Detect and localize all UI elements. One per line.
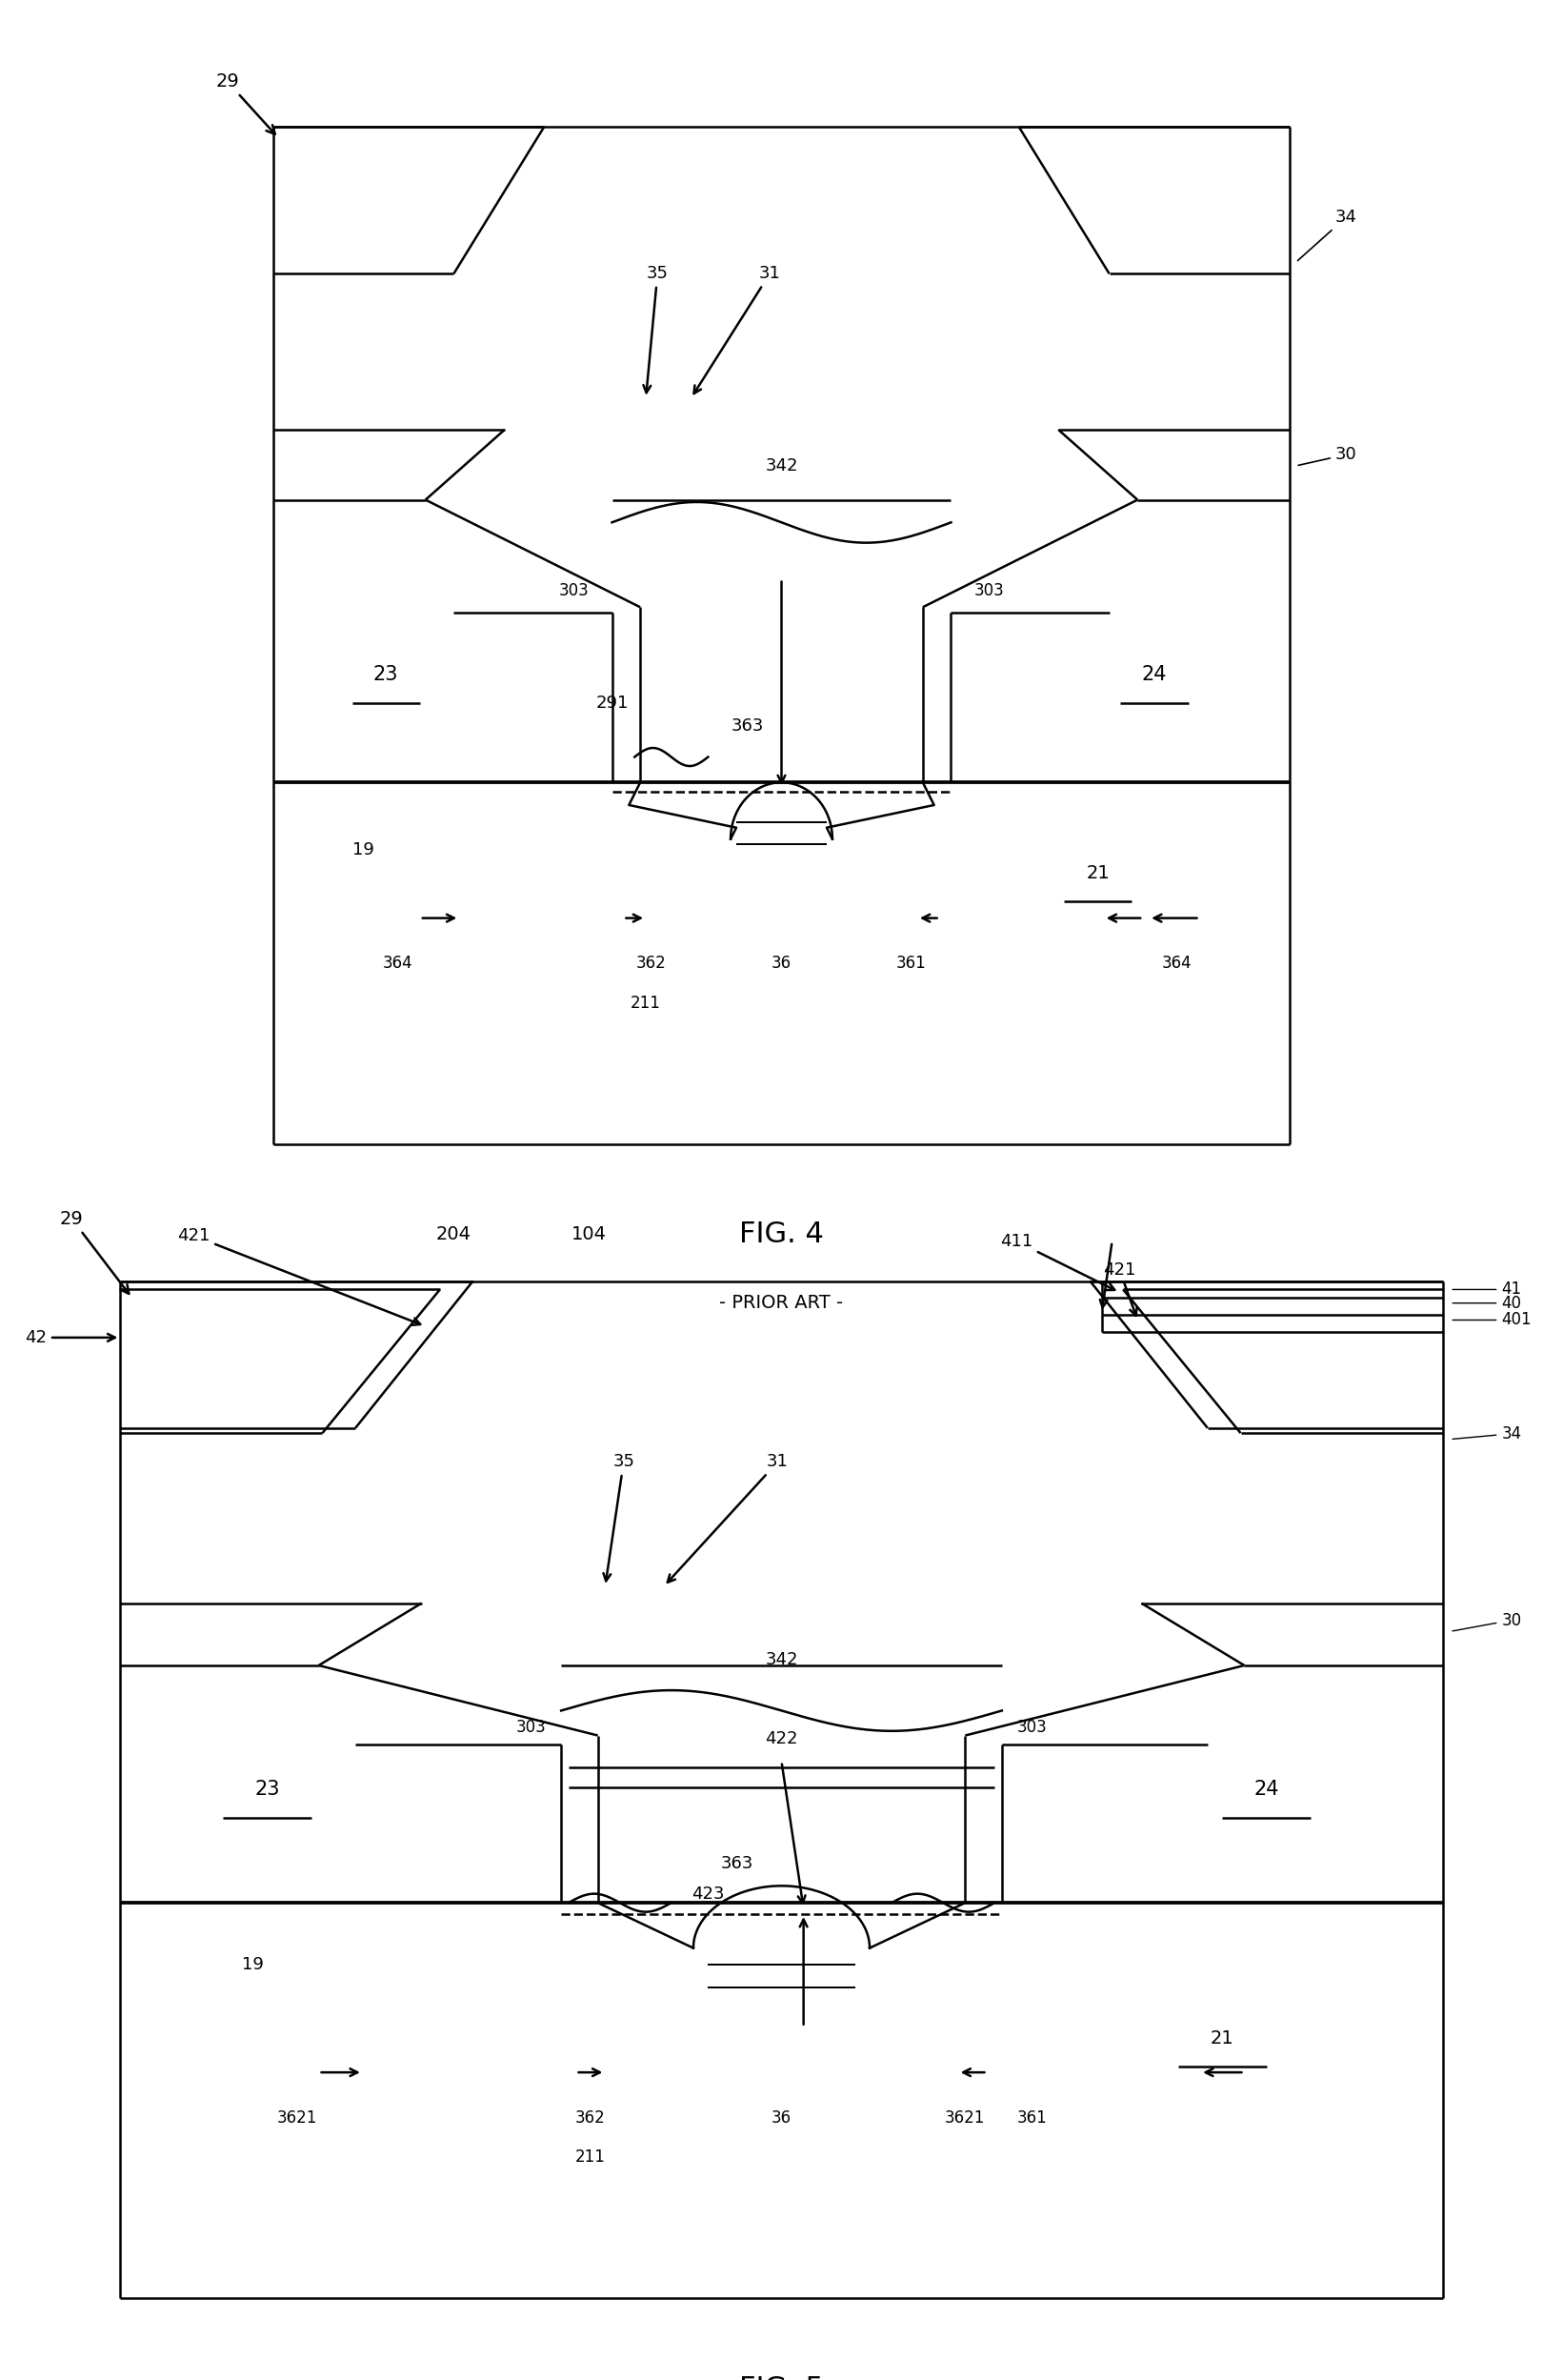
Text: 19: 19 bbox=[242, 1956, 264, 1973]
Text: 401: 401 bbox=[1452, 1311, 1532, 1328]
Text: 421: 421 bbox=[1103, 1261, 1136, 1316]
Text: 23: 23 bbox=[255, 1780, 280, 1799]
Text: 35: 35 bbox=[603, 1454, 635, 1580]
Text: 30: 30 bbox=[1452, 1611, 1521, 1630]
Text: 211: 211 bbox=[575, 2149, 606, 2166]
Text: 36: 36 bbox=[772, 2109, 791, 2125]
Text: 362: 362 bbox=[636, 954, 667, 971]
Text: 422: 422 bbox=[764, 1730, 799, 1747]
Text: 364: 364 bbox=[383, 954, 413, 971]
Text: 421: 421 bbox=[178, 1228, 420, 1326]
Text: 303: 303 bbox=[560, 581, 589, 600]
Text: 3621: 3621 bbox=[946, 2109, 985, 2125]
Text: 423: 423 bbox=[691, 1885, 725, 1902]
Text: 303: 303 bbox=[516, 1718, 547, 1735]
Text: 303: 303 bbox=[1016, 1718, 1047, 1735]
Text: 363: 363 bbox=[731, 716, 764, 735]
Text: 24: 24 bbox=[1143, 666, 1168, 685]
Text: 29: 29 bbox=[59, 1209, 128, 1295]
Text: 364: 364 bbox=[1161, 954, 1193, 971]
Text: 363: 363 bbox=[721, 1854, 753, 1871]
Text: 29: 29 bbox=[216, 71, 275, 133]
Text: 40: 40 bbox=[1452, 1295, 1521, 1311]
Text: 411: 411 bbox=[1000, 1233, 1114, 1290]
Text: 41: 41 bbox=[1452, 1280, 1521, 1297]
Text: 42: 42 bbox=[25, 1328, 116, 1347]
Text: 361: 361 bbox=[1016, 2109, 1047, 2125]
Text: 342: 342 bbox=[764, 457, 799, 474]
Text: 34: 34 bbox=[1452, 1426, 1521, 1442]
Text: 104: 104 bbox=[572, 1226, 606, 1245]
Text: 24: 24 bbox=[1254, 1780, 1279, 1799]
Text: 21: 21 bbox=[1086, 864, 1110, 883]
Text: 34: 34 bbox=[1297, 209, 1357, 262]
Text: 23: 23 bbox=[374, 666, 399, 685]
Text: 291: 291 bbox=[596, 695, 628, 712]
Text: 342: 342 bbox=[764, 1652, 799, 1668]
Text: 361: 361 bbox=[896, 954, 927, 971]
Text: 3621: 3621 bbox=[277, 2109, 317, 2125]
Text: 303: 303 bbox=[974, 581, 1003, 600]
Text: 35: 35 bbox=[644, 264, 669, 393]
Text: 204: 204 bbox=[436, 1226, 472, 1245]
Text: FIG. 5: FIG. 5 bbox=[739, 2375, 824, 2380]
Text: 31: 31 bbox=[694, 264, 780, 393]
Text: 31: 31 bbox=[667, 1454, 789, 1583]
Text: 30: 30 bbox=[1299, 445, 1357, 466]
Text: 211: 211 bbox=[631, 995, 661, 1012]
Text: - PRIOR ART -: - PRIOR ART - bbox=[719, 1292, 844, 1311]
Text: FIG. 4: FIG. 4 bbox=[739, 1221, 824, 1250]
Text: 362: 362 bbox=[575, 2109, 605, 2125]
Text: 19: 19 bbox=[352, 843, 374, 859]
Text: 21: 21 bbox=[1210, 2030, 1235, 2047]
Text: 36: 36 bbox=[772, 954, 791, 971]
